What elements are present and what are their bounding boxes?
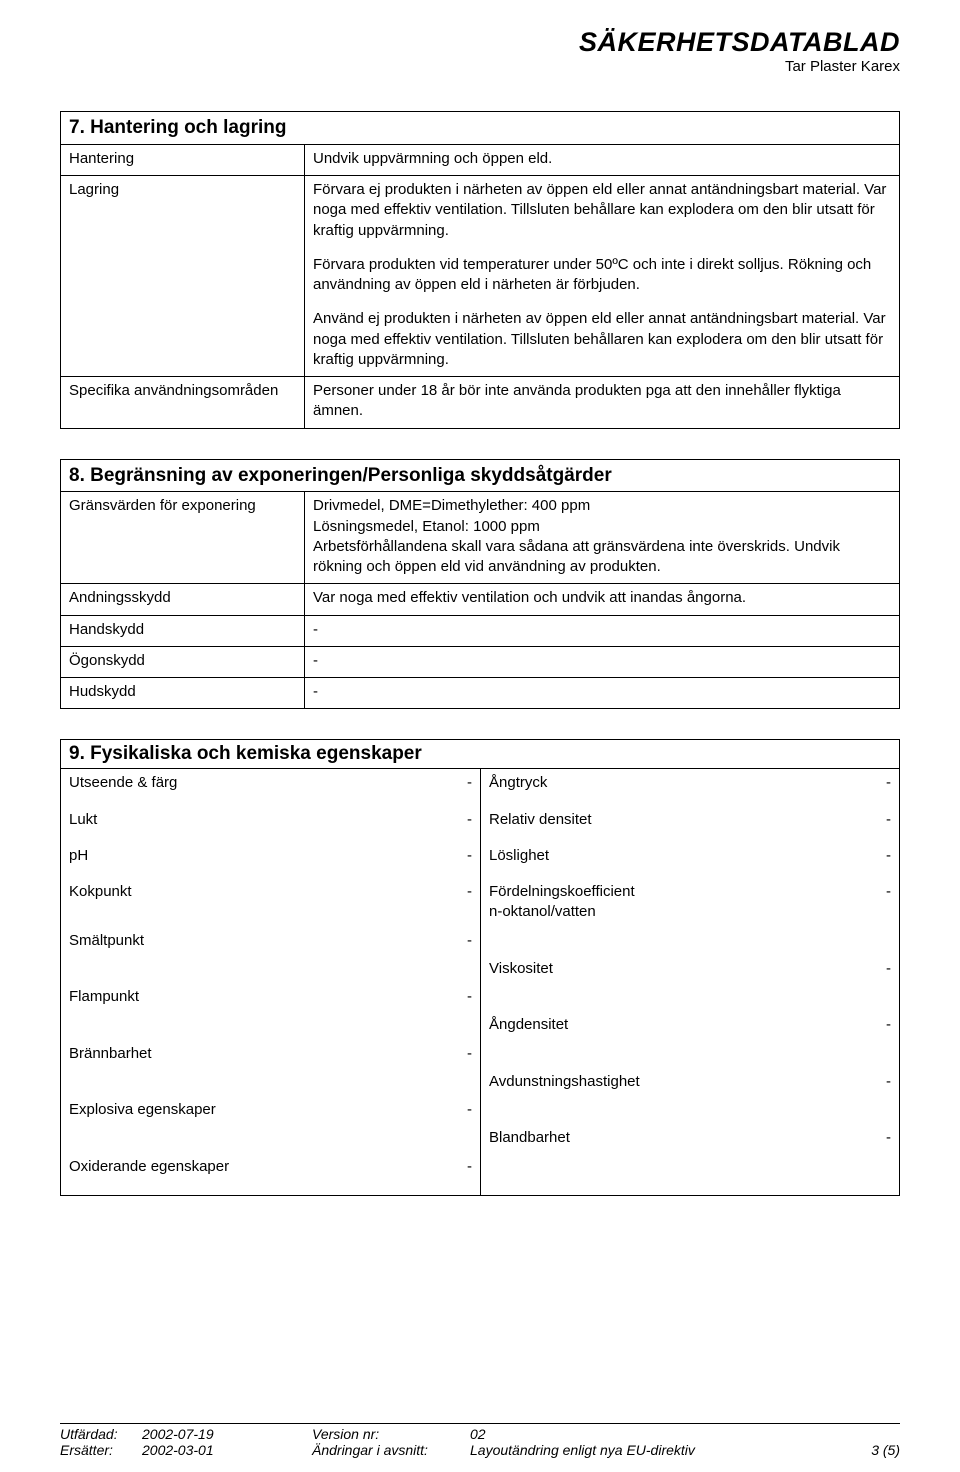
paragraph: Undvik uppvärmning och öppen eld. (313, 149, 891, 169)
row-value: Förvara ej produkten i närheten av öppen… (305, 176, 900, 377)
row-label: Andningsskydd (61, 584, 305, 615)
footer-replaces-label: Ersätter: (60, 1442, 142, 1458)
prop-value: - (467, 882, 472, 902)
prop-value: - (886, 959, 891, 979)
prop-name: Brännbarhet (69, 1044, 152, 1064)
prop-value: - (467, 1157, 472, 1177)
row-label: Ögonskydd (61, 646, 305, 677)
table-row: Handskydd - (61, 615, 900, 646)
row-value: Personer under 18 år bör inte använda pr… (305, 377, 900, 429)
prop-value: - (467, 846, 472, 866)
prop-name: pH (69, 846, 88, 866)
table-row: Avdunstningshastighet - (61, 1068, 900, 1096)
row-value: Var noga med effektiv ventilation och un… (305, 584, 900, 615)
paragraph: Använd ej produkten i närheten av öppen … (313, 309, 891, 370)
footer-version-value: 02 (470, 1426, 840, 1442)
page-footer: Utfärdad: 2002-07-19 Version nr: 02 Ersä… (60, 1423, 900, 1458)
row-value: Undvik uppvärmning och öppen eld. (305, 144, 900, 175)
prop-name: Avdunstningshastighet (489, 1072, 640, 1092)
paragraph: Förvara produkten vid temperaturer under… (313, 255, 891, 296)
paragraph: Förvara ej produkten i närheten av öppen… (313, 180, 891, 241)
prop-name: Explosiva egenskaper (69, 1100, 216, 1120)
prop-value: - (886, 846, 891, 866)
prop-name: Utseende & färg (69, 773, 177, 793)
prop-value: - (886, 1015, 891, 1035)
table-row: Blandbarhet - (61, 1124, 900, 1152)
prop-value: - (467, 1044, 472, 1064)
prop-name: Oxiderande egenskaper (69, 1157, 229, 1177)
footer-replaces-value: 2002-03-01 (142, 1442, 312, 1458)
table-row: Smältpunkt - (61, 927, 900, 955)
table-row: Explosiva egenskaper - (61, 1096, 900, 1124)
footer-changes-label: Ändringar i avsnitt: (312, 1442, 470, 1458)
prop-name: Smältpunkt (69, 931, 144, 951)
prop-value: - (467, 1100, 472, 1120)
row-label: Gränsvärden för exponering (61, 492, 305, 584)
row-value: - (305, 615, 900, 646)
prop-value: - (886, 882, 891, 923)
prop-name: Fördelningskoefficient n-oktanol/vatten (489, 882, 635, 923)
prop-name: Viskositet (489, 959, 553, 979)
table-row: Lukt- Relativ densitet- (61, 806, 900, 834)
section-8-title: 8. Begränsning av exponeringen/Personlig… (61, 459, 900, 492)
section-8-table: 8. Begränsning av exponeringen/Personlig… (60, 459, 900, 710)
prop-value: - (467, 810, 472, 830)
prop-name: Kokpunkt (69, 882, 132, 902)
table-row: Viskositet - (61, 955, 900, 983)
table-row (61, 834, 900, 842)
row-label: Lagring (61, 176, 305, 377)
row-value: Drivmedel, DME=Dimethylether: 400 ppm Lö… (305, 492, 900, 584)
prop-name: Relativ densitet (489, 810, 592, 830)
table-row: Hantering Undvik uppvärmning och öppen e… (61, 144, 900, 175)
prop-value: - (467, 987, 472, 1007)
table-row: Brännbarhet - (61, 1040, 900, 1068)
table-row: Gränsvärden för exponering Drivmedel, DM… (61, 492, 900, 584)
prop-value: - (886, 1072, 891, 1092)
prop-value: - (467, 773, 472, 793)
prop-name: Ångtryck (489, 773, 547, 793)
document-title: SÄKERHETSDATABLAD (60, 28, 900, 56)
row-label: Hantering (61, 144, 305, 175)
row-value: - (305, 678, 900, 709)
footer-page-number: 3 (5) (840, 1442, 900, 1458)
row-value: - (305, 646, 900, 677)
prop-name: Flampunkt (69, 987, 139, 1007)
section-9-title: 9. Fysikaliska och kemiska egenskaper (61, 740, 900, 769)
prop-value: - (886, 773, 891, 793)
page: SÄKERHETSDATABLAD Tar Plaster Karex 7. H… (0, 0, 960, 1472)
footer-changes-value: Layoutändring enligt nya EU-direktiv (470, 1442, 840, 1458)
table-row: Flampunkt - (61, 983, 900, 1011)
prop-value: - (886, 1128, 891, 1148)
prop-name: Blandbarhet (489, 1128, 570, 1148)
paragraph: Personer under 18 år bör inte använda pr… (313, 381, 891, 422)
prop-value: - (467, 931, 472, 951)
section-9-table: 9. Fysikaliska och kemiska egenskaper Ut… (60, 739, 900, 1196)
footer-issued-label: Utfärdad: (60, 1426, 142, 1442)
section-7-title: 7. Hantering och lagring (61, 112, 900, 145)
table-row: Utseende & färg- Ångtryck- (61, 769, 900, 798)
document-header: SÄKERHETSDATABLAD Tar Plaster Karex (60, 28, 900, 75)
prop-name: Löslighet (489, 846, 549, 866)
table-row: Hudskydd - (61, 678, 900, 709)
prop-name: Ångdensitet (489, 1015, 568, 1035)
table-row: Oxiderande egenskaper - (61, 1153, 900, 1196)
prop-value: - (886, 810, 891, 830)
section-7-table: 7. Hantering och lagring Hantering Undvi… (60, 111, 900, 428)
row-label: Handskydd (61, 615, 305, 646)
footer-issued-value: 2002-07-19 (142, 1426, 312, 1442)
table-row: Ångdensitet - (61, 1011, 900, 1039)
table-row: pH- Löslighet- (61, 842, 900, 870)
table-row: Specifika användningsområden Personer un… (61, 377, 900, 429)
table-row (61, 870, 900, 878)
table-row: Andningsskydd Var noga med effektiv vent… (61, 584, 900, 615)
table-row (61, 798, 900, 806)
table-row: Ögonskydd - (61, 646, 900, 677)
row-label: Hudskydd (61, 678, 305, 709)
prop-name: Lukt (69, 810, 97, 830)
row-label: Specifika användningsområden (61, 377, 305, 429)
footer-version-label: Version nr: (312, 1426, 470, 1442)
document-subtitle: Tar Plaster Karex (60, 58, 900, 75)
table-row: Kokpunkt - Fördelningskoefficient n-oktan… (61, 878, 900, 927)
table-row: Lagring Förvara ej produkten i närheten … (61, 176, 900, 377)
